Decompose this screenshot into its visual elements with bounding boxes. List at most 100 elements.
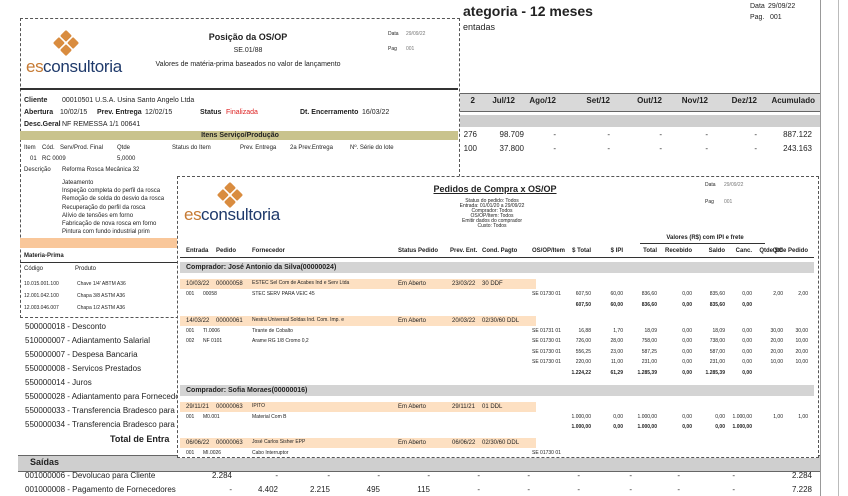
total-cell: 607,50 [575,301,591,308]
order-band [180,438,536,448]
cell: - [377,471,380,480]
account-row: 550000034 - Transferencia Bradesco para … [25,420,187,429]
cell: - [527,485,530,494]
label: Pag [705,199,714,205]
cell: 01 [30,156,37,162]
cell: 00058 [203,291,217,297]
order-cell: IPITO [252,402,265,409]
date: 29/09/22 [406,31,426,37]
cell: 835,60 [709,291,725,297]
report-title: ategoria - 12 meses [463,3,593,19]
logo-text: consultoria [201,205,280,224]
cell: - [477,485,480,494]
cell: 18,09 [712,327,725,334]
column-header: Total [643,248,657,254]
field-label: Prev. Entrega [97,109,142,116]
label: Pag. [750,14,765,21]
account-row: 550000033 - Transferencia Bradesco para … [25,406,187,415]
cell: - [659,130,662,139]
cell: 16,88 [578,327,591,334]
step: Alívio de tensões em forno [62,212,134,219]
column-group: Valores (R$) com IPI e frete [666,235,744,241]
cell: 30,00 [795,327,808,334]
cell: 001 [186,291,195,297]
cell: SE 01730 01 [532,338,561,344]
label: Data [705,182,716,188]
divider [20,88,458,90]
column-header: 2 [470,96,475,105]
cell: 5,0000 [117,156,136,162]
cell: - [477,471,480,480]
cell: - [577,471,580,480]
cell: - [629,485,632,494]
cell: 11,00 [610,359,623,365]
cell: 12.003.046.007 [24,305,59,311]
total-cell: 1.285,39 [705,369,725,376]
cell: 18,09 [644,327,657,334]
cell: 1.000,00 [732,413,752,420]
report-filter: Comprador: Todos [471,208,513,214]
cell: 758,00 [641,338,657,344]
cell: - [607,144,610,153]
column-header: 2a Prev.Entrega [290,145,333,151]
column-header: Acumulado [771,96,815,105]
order-cell: ESTEC Sel Com de Acabes Ind e Serv Ltda [252,280,350,286]
cell: 1,00 [773,413,783,420]
cell: 1.000,00 [571,413,591,420]
cell: - [607,130,610,139]
field-value: 10/02/15 [60,109,88,116]
label: Pag [388,46,397,52]
step: Pintura com fundo industrial prim [62,229,150,236]
column-header: Pedido [216,248,237,254]
order-cell: 14/03/22 [186,317,210,324]
cell: 28,00 [610,338,623,344]
account-row: 550000014 - Juros [25,378,92,387]
cell: 0,00 [715,413,725,420]
logo-text: es [26,57,44,76]
cell: Arame RG 1/8 Cromo 0,2 [252,338,309,344]
cell: 23,00 [610,348,623,355]
cell: 2.284 [791,471,812,480]
cell: 587,00 [709,348,725,355]
total-label: Total de Entra [110,434,170,444]
cell: SE 01731 01 [532,327,561,334]
cell: 0,00 [742,348,752,355]
group-title: Comprador: Sofia Moraes(00000016) [186,386,308,394]
account-row: 510000007 - Adiantamento Salarial [25,336,150,345]
total-cell: 60,00 [610,301,623,308]
order-cell: Em Aberto [398,440,427,446]
cell: 98.709 [499,130,524,139]
cell: SE 01730 01 [532,291,561,297]
order-cell: Nestra Universal Soldas Ind. Com. Imp. e [252,316,344,323]
column-header: Produto [75,266,97,272]
total-cell: 835,60 [709,301,725,308]
order-cell: José Carlos Sisher EPP [252,439,306,445]
total-cell: 836,60 [641,301,657,308]
cell: 556,25 [575,348,591,355]
page-edge [838,0,839,496]
order-cell: 00000058 [216,281,243,287]
cell: 7.228 [791,485,812,494]
column-header: Status do Item [172,145,211,151]
items-band [20,131,458,140]
order-cell: 20/03/22 [452,317,476,324]
cell: 0,00 [613,413,623,420]
cell: 2.215 [309,485,330,494]
logo-text: consultoria [43,57,122,76]
order-band [180,315,536,326]
cell: 30,00 [770,327,783,334]
report-filter: OS/OP/Item: Todos [470,213,514,219]
cell: 220,00 [575,359,591,365]
column-header: Nº. Série do lote [350,145,394,151]
cell: 0,00 [742,327,752,334]
field-label: Abertura [24,109,54,116]
field-label: Dt. Encerramento [300,109,359,116]
field-value: 12/02/15 [145,109,173,116]
cell: 0,00 [682,338,692,344]
cell: 10.015.001.100 [24,281,59,287]
step: Remoção de solda do desvio da rosca [62,196,165,203]
order-cell: Em Aberto [398,317,427,324]
cell: 37.800 [499,144,524,153]
total-cell: 0,00 [715,424,725,430]
cell: 1,70 [613,327,623,334]
